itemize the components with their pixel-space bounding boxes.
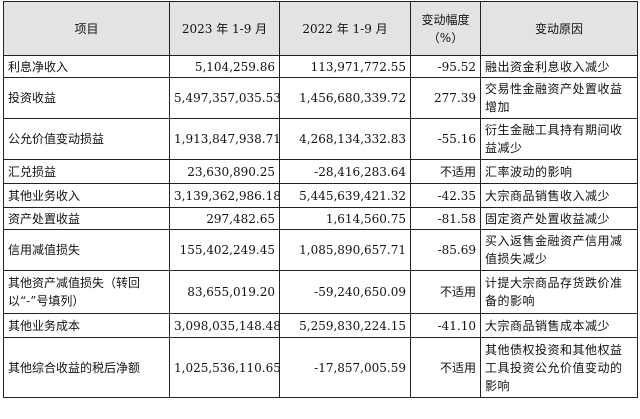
row-reason: 融出资金利息收入减少 xyxy=(480,55,638,78)
row-change: 不适用 xyxy=(410,337,481,398)
row-change: 277.39 xyxy=(410,77,481,119)
row-reason: 汇率波动的影响 xyxy=(480,159,638,184)
row-item: 其他综合收益的税后净额 xyxy=(3,337,170,398)
table-row: 信用减值损失 155,402,249.45 1,085,890,657.71 -… xyxy=(3,229,638,271)
row-2023: 3,098,035,148.48 xyxy=(169,313,280,338)
row-reason: 大宗商品销售收入减少 xyxy=(480,183,638,208)
header-2022: 2022 年 1-9 月 xyxy=(279,1,411,56)
table-row: 汇兑损益 23,630,890.25 -28,416,283.64 不适用 汇率… xyxy=(3,159,638,184)
table-row: 投资收益 5,497,357,035.53 1,456,680,339.72 2… xyxy=(3,77,638,119)
row-reason: 大宗商品销售成本减少 xyxy=(480,313,638,338)
table-row: 其他资产减值损失（转回以“-”号填列） 83,655,019.20 -59,24… xyxy=(3,270,638,314)
row-change: -41.10 xyxy=(410,313,481,338)
row-2022: -59,240,650.09 xyxy=(279,270,411,314)
header-reason: 变动原因 xyxy=(480,1,638,56)
row-2022: 1,085,890,657.71 xyxy=(279,229,411,271)
row-2023: 3,139,362,986.18 xyxy=(169,183,280,208)
row-2022: 113,971,772.55 xyxy=(279,55,411,78)
row-2023: 5,497,357,035.53 xyxy=(169,77,280,119)
row-reason: 计提大宗商品存货跌价准备的影响 xyxy=(480,270,638,314)
header-item: 项目 xyxy=(3,1,170,56)
table-row: 资产处置收益 297,482.65 1,614,560.75 -81.58 固定… xyxy=(3,207,638,230)
table-row: 利息净收入 5,104,259.86 113,971,772.55 -95.52… xyxy=(3,55,638,78)
row-2022: -17,857,005.59 xyxy=(279,337,411,398)
row-change: 不适用 xyxy=(410,270,481,314)
row-2022: 1,456,680,339.72 xyxy=(279,77,411,119)
header-change: 变动幅度 （%） xyxy=(410,1,481,56)
row-reason: 其他债权投资和其他权益工具投资公允价值变动的影响 xyxy=(480,337,638,398)
row-2022: 1,614,560.75 xyxy=(279,207,411,230)
row-item: 利息净收入 xyxy=(3,55,170,78)
row-2023: 23,630,890.25 xyxy=(169,159,280,184)
row-2022: 5,259,830,224.15 xyxy=(279,313,411,338)
row-2023: 83,655,019.20 xyxy=(169,270,280,314)
row-2023: 297,482.65 xyxy=(169,207,280,230)
table-row: 其他综合收益的税后净额 1,025,536,110.65 -17,857,005… xyxy=(3,337,638,398)
income-change-table: 项目 2023 年 1-9 月 2022 年 1-9 月 变动幅度 （%） 变动… xyxy=(3,1,638,398)
row-item: 其他业务成本 xyxy=(3,313,170,338)
header-change-line2: （%） xyxy=(427,30,464,45)
table-row: 其他业务收入 3,139,362,986.18 5,445,639,421.32… xyxy=(3,183,638,208)
row-reason: 交易性金融资产处置收益增加 xyxy=(480,77,638,119)
row-reason: 买入返售金融资产信用减值损失减少 xyxy=(480,229,638,271)
header-change-line1: 变动幅度 xyxy=(421,12,470,27)
row-change: -55.16 xyxy=(410,118,481,160)
row-item: 公允价值变动损益 xyxy=(3,118,170,160)
row-reason: 固定资产处置收益减少 xyxy=(480,207,638,230)
row-2023: 155,402,249.45 xyxy=(169,229,280,271)
row-reason: 衍生金融工具持有期间收益减少 xyxy=(480,118,638,160)
row-change: -81.58 xyxy=(410,207,481,230)
row-2023: 1,025,536,110.65 xyxy=(169,337,280,398)
header-row: 项目 2023 年 1-9 月 2022 年 1-9 月 变动幅度 （%） 变动… xyxy=(3,1,638,56)
row-2022: 4,268,134,332.83 xyxy=(279,118,411,160)
header-2023: 2023 年 1-9 月 xyxy=(169,1,280,56)
table-row: 公允价值变动损益 1,913,847,938.71 4,268,134,332.… xyxy=(3,118,638,160)
row-item: 其他业务收入 xyxy=(3,183,170,208)
row-item: 信用减值损失 xyxy=(3,229,170,271)
row-change: -85.69 xyxy=(410,229,481,271)
row-change: 不适用 xyxy=(410,159,481,184)
row-item: 投资收益 xyxy=(3,77,170,119)
row-change: -95.52 xyxy=(410,55,481,78)
table-row: 其他业务成本 3,098,035,148.48 5,259,830,224.15… xyxy=(3,313,638,338)
row-2022: -28,416,283.64 xyxy=(279,159,411,184)
row-item: 其他资产减值损失（转回以“-”号填列） xyxy=(3,270,170,314)
row-2023: 5,104,259.86 xyxy=(169,55,280,78)
row-2022: 5,445,639,421.32 xyxy=(279,183,411,208)
row-item: 资产处置收益 xyxy=(3,207,170,230)
row-2023: 1,913,847,938.71 xyxy=(169,118,280,160)
row-change: -42.35 xyxy=(410,183,481,208)
row-item: 汇兑损益 xyxy=(3,159,170,184)
